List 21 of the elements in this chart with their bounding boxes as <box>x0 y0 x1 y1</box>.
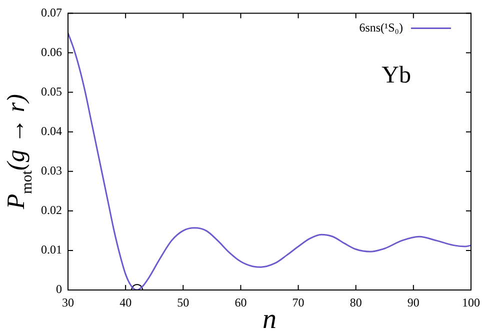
x-axis-title: n <box>262 304 276 334</box>
y-tick-label: 0 <box>56 282 62 296</box>
y-tick-label: 0.02 <box>41 203 62 218</box>
x-tick-label: 50 <box>177 295 190 310</box>
x-tick-label: 90 <box>407 295 420 310</box>
x-tick-label: 100 <box>462 295 480 310</box>
x-tick-label: 80 <box>350 295 362 310</box>
y-axis-title: Pmot(g → r) <box>3 94 36 210</box>
y-tick-label: 0.06 <box>41 44 62 59</box>
x-tick-label: 70 <box>292 295 304 310</box>
y-tick-label: 0.04 <box>41 124 62 138</box>
x-tick-label: 40 <box>120 295 132 310</box>
x-tick-label: 60 <box>234 295 247 310</box>
legend-label: 6sns(¹S₀) <box>359 20 403 34</box>
line-series <box>68 32 471 290</box>
y-tick-label: 0.07 <box>41 5 62 20</box>
y-tick-label: 0.01 <box>41 242 62 257</box>
y-tick-label: 0.03 <box>41 164 62 178</box>
y-tick-label: 0.05 <box>41 84 62 98</box>
x-tick-label: 30 <box>62 295 74 310</box>
annotation: Yb <box>382 62 411 88</box>
